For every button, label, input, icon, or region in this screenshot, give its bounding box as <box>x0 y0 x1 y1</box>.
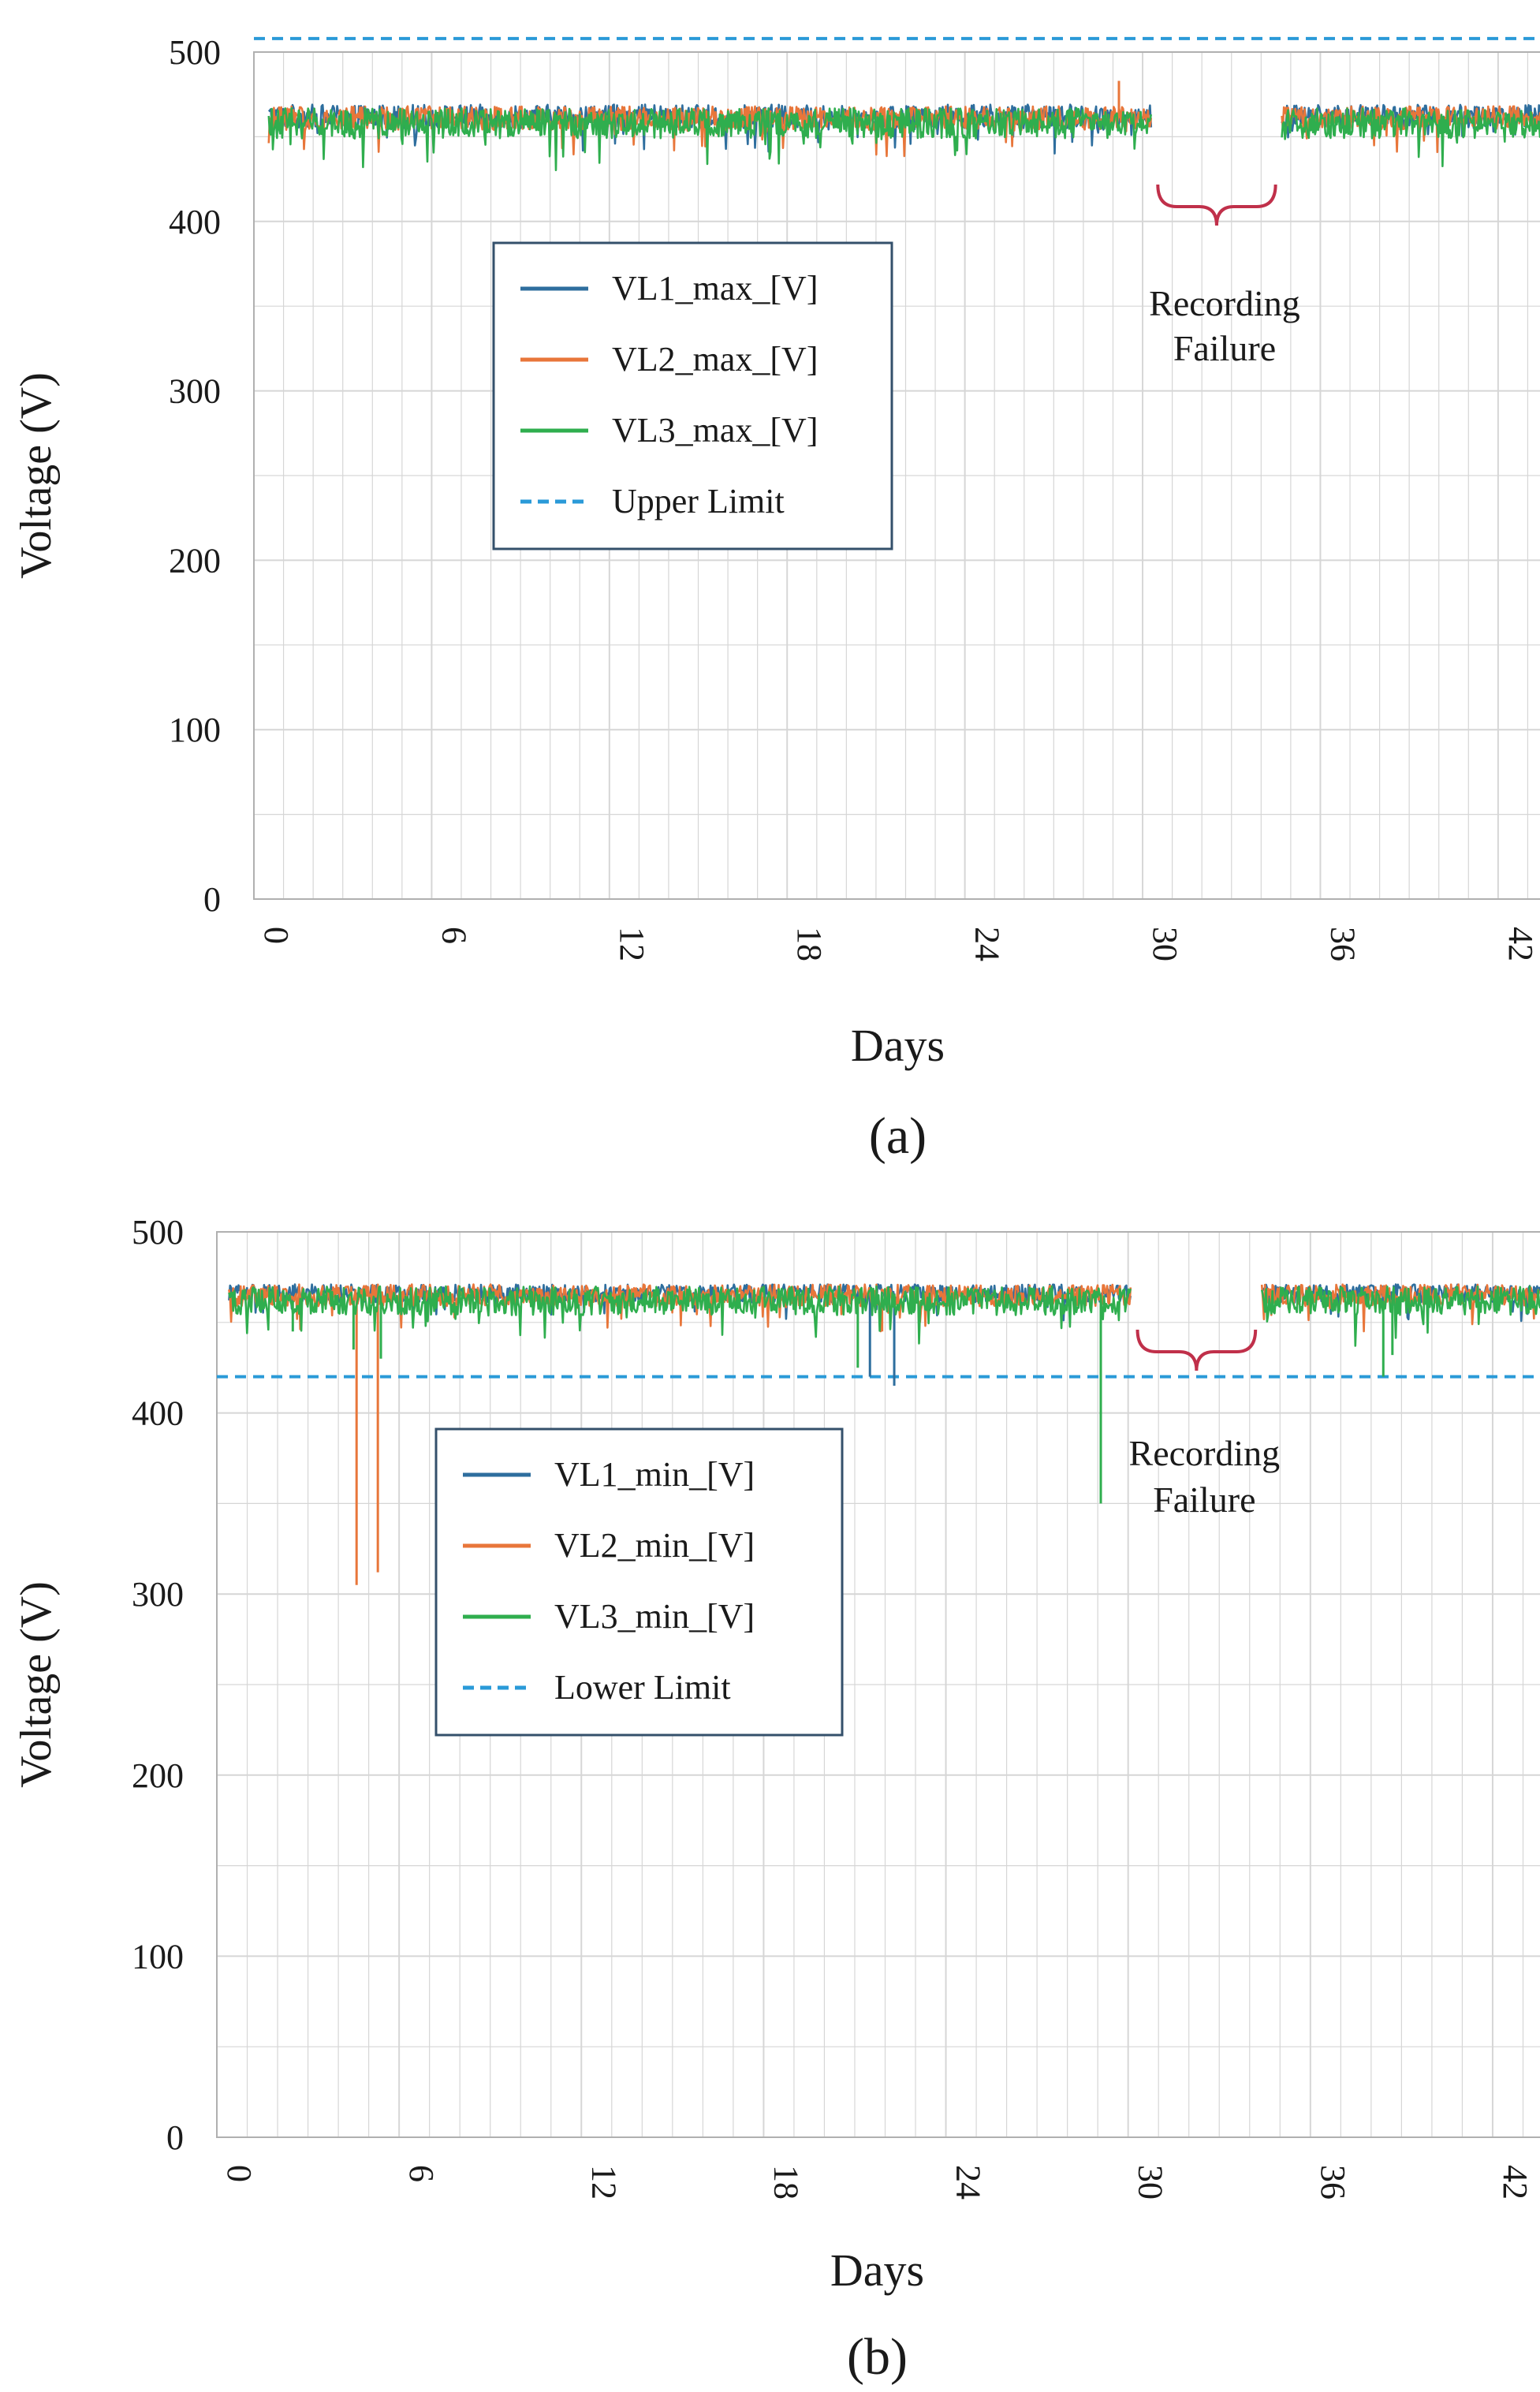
chart-b-x-tick-18: 18 <box>766 2165 805 2200</box>
chart-b-brace-icon <box>1135 1329 1258 1371</box>
chart-a-grid <box>253 51 1540 900</box>
chart-b-x-tick-30: 30 <box>1132 2165 1170 2200</box>
chart-a-x-tick-42: 42 <box>1501 927 1540 961</box>
chart-b-x-tick-0: 0 <box>220 2165 259 2182</box>
chart-b-annotation-line-1: Recording <box>1129 1433 1281 1473</box>
chart-b-legend-label-vl2: VL2_min_[V] <box>554 1526 755 1565</box>
chart-b-legend-label-limit: Lower Limit <box>554 1668 731 1707</box>
chart-a-x-ticks: 0 6 12 18 24 30 36 42 <box>257 927 1540 961</box>
chart-a-legend-label-vl3: VL3_max_[V] <box>612 411 818 450</box>
chart-b-x-tick-12: 12 <box>584 2165 623 2200</box>
chart-b: 0 100 200 300 400 500 0 6 12 18 24 30 36… <box>12 1213 1540 2386</box>
chart-a-recording-failure-annotation: Recording Failure <box>1149 184 1300 368</box>
chart-b-y-tick-300: 300 <box>132 1575 184 1614</box>
chart-b-legend: VL1_min_[V] VL2_min_[V] VL3_min_[V] Lowe… <box>434 1427 844 1737</box>
chart-a-y-tick-300: 300 <box>169 372 221 411</box>
chart-a-legend-label-vl2: VL2_max_[V] <box>612 340 818 379</box>
chart-b-legend-label-vl1: VL1_min_[V] <box>554 1455 755 1494</box>
chart-a-x-tick-6: 6 <box>434 927 473 944</box>
chart-b-annotation-line-2: Failure <box>1153 1480 1255 1520</box>
chart-0-series-line-3 <box>267 106 1540 171</box>
chart-a-x-tick-36: 36 <box>1323 927 1362 961</box>
chart-a-y-tick-400: 400 <box>169 203 221 241</box>
chart-0-frame-rect <box>253 51 1540 900</box>
chart-a-y-tick-200: 200 <box>169 541 221 580</box>
chart-a-y-tick-100: 100 <box>169 711 221 749</box>
chart-a-x-axis-label: Days <box>851 1020 945 1071</box>
chart-a-plot-frame <box>253 51 1540 900</box>
chart-b-y-axis-label: Voltage (V) <box>12 1581 61 1788</box>
chart-a-caption: (a) <box>869 1107 927 1165</box>
chart-b-x-tick-42: 42 <box>1496 2165 1534 2200</box>
chart-a-legend: VL1_max_[V] VL2_max_[V] VL3_max_[V] Uppe… <box>492 241 893 550</box>
chart-a: 0 100 200 300 400 500 0 6 12 18 24 30 36… <box>12 33 1540 1165</box>
chart-a-x-tick-0: 0 <box>257 927 296 944</box>
chart-a-annotation-line-1: Recording <box>1149 283 1300 323</box>
chart-a-y-ticks: 0 100 200 300 400 500 <box>169 33 221 919</box>
chart-a-brace-icon <box>1156 184 1277 226</box>
chart-b-x-tick-24: 24 <box>949 2165 988 2200</box>
chart-b-x-tick-36: 36 <box>1314 2165 1352 2200</box>
chart-b-grid <box>216 1231 1540 2138</box>
chart-1-series-line-3 <box>228 1285 1540 1347</box>
chart-a-x-tick-18: 18 <box>790 927 829 961</box>
chart-b-y-tick-500: 500 <box>132 1213 184 1252</box>
chart-a-series <box>267 80 1540 171</box>
chart-b-series <box>228 1283 1540 1585</box>
chart-b-y-tick-400: 400 <box>132 1394 184 1433</box>
chart-a-annotation-line-2: Failure <box>1173 328 1276 368</box>
chart-b-x-ticks: 0 6 12 18 24 30 36 42 <box>220 2165 1534 2200</box>
chart-b-plot-frame <box>216 1231 1540 2138</box>
chart-a-x-tick-24: 24 <box>968 927 1007 961</box>
chart-b-y-tick-100: 100 <box>132 1937 184 1976</box>
chart-a-x-tick-12: 12 <box>613 927 651 961</box>
chart-a-legend-label-vl1: VL1_max_[V] <box>612 269 818 308</box>
chart-1-frame-rect <box>216 1231 1540 2138</box>
chart-a-legend-label-limit: Upper Limit <box>612 482 785 521</box>
chart-b-x-axis-label: Days <box>830 2245 924 2296</box>
chart-b-caption: (b) <box>847 2328 908 2386</box>
chart-b-x-tick-6: 6 <box>402 2165 441 2182</box>
chart-b-y-tick-200: 200 <box>132 1756 184 1795</box>
chart-b-legend-label-vl3: VL3_min_[V] <box>554 1597 755 1636</box>
chart-a-legend-box <box>492 241 893 550</box>
chart-a-y-tick-0: 0 <box>203 880 221 919</box>
chart-b-y-tick-0: 0 <box>166 2118 184 2157</box>
chart-b-legend-box <box>434 1427 844 1737</box>
chart-b-recording-failure-annotation: Recording Failure <box>1129 1329 1281 1520</box>
chart-1-series-line-2 <box>228 1283 1540 1333</box>
chart-b-y-ticks: 0 100 200 300 400 500 <box>132 1213 184 2157</box>
chart-a-y-axis-label: Voltage (V) <box>12 372 61 579</box>
chart-a-x-tick-30: 30 <box>1146 927 1184 961</box>
chart-a-y-tick-500: 500 <box>169 33 221 72</box>
